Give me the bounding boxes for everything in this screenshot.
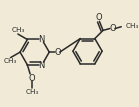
Text: N: N [38, 35, 45, 44]
Text: CH₃: CH₃ [4, 58, 17, 64]
Text: CH₃: CH₃ [126, 23, 139, 29]
Text: O: O [109, 24, 116, 33]
Text: O: O [95, 13, 102, 22]
Text: CH₃: CH₃ [11, 27, 25, 33]
Text: CH₃: CH₃ [25, 89, 39, 95]
Text: O: O [29, 74, 35, 83]
Text: N: N [38, 61, 45, 70]
Text: O: O [54, 48, 61, 57]
